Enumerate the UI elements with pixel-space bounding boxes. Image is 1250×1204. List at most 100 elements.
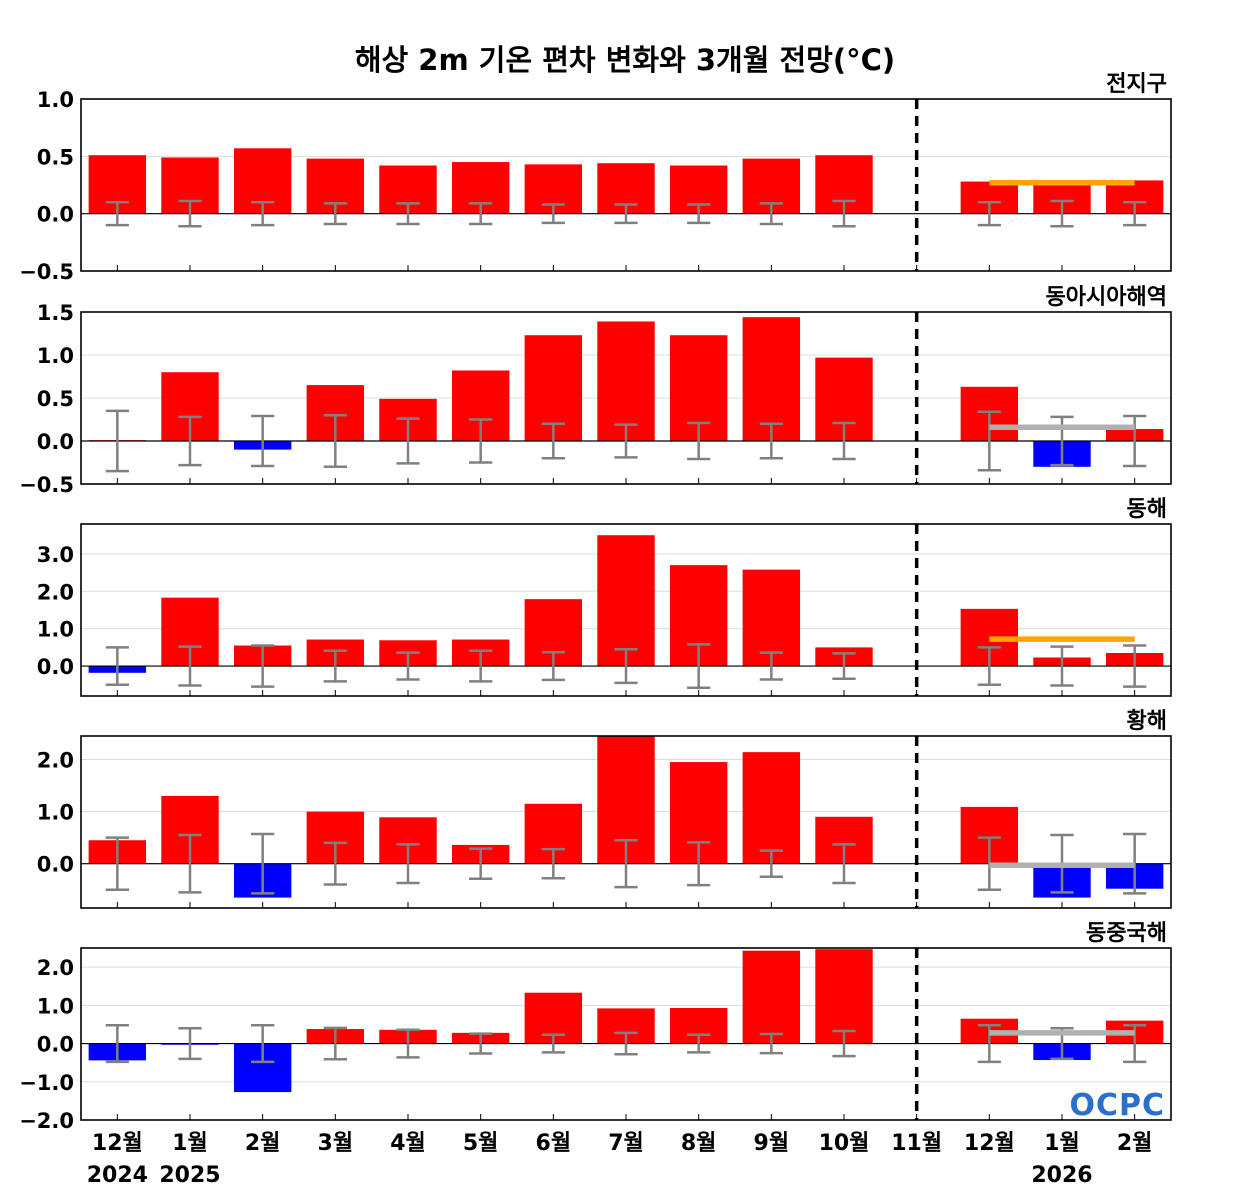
- y-tick-label: −0.5: [19, 260, 74, 284]
- error-bar: [396, 1028, 420, 1059]
- error-bar: [1123, 414, 1147, 468]
- error-bar: [178, 199, 202, 228]
- error-bar: [541, 203, 565, 225]
- y-tick-label: 1.0: [37, 994, 74, 1018]
- y-tick-label: 0.0: [37, 430, 74, 454]
- y-tick-label: 1.5: [37, 301, 74, 325]
- error-bar: [251, 414, 275, 468]
- y-tick-label: 3.0: [37, 543, 74, 567]
- y-tick-label: 0.0: [37, 203, 74, 227]
- x-tick-label: 2월: [245, 1131, 281, 1156]
- year-label: 2025: [159, 1163, 220, 1188]
- error-bar: [323, 413, 347, 469]
- y-tick-label: 0.0: [37, 853, 74, 877]
- panel-1: 1.0 0.5 0.0 −0.5 전지구: [19, 72, 1172, 284]
- y-tick-label: 0.0: [37, 1033, 74, 1057]
- error-bar: [469, 1032, 493, 1055]
- error-bar: [251, 1023, 275, 1064]
- y-tick-label: 0.5: [37, 387, 74, 411]
- panel-frame: [80, 98, 1172, 272]
- error-bar: [469, 418, 493, 464]
- panel-5: 2.0 1.0 0.0 −1.0 −2.0 동중국해: [19, 921, 1172, 1133]
- y-tick-label: −1.0: [19, 1071, 74, 1095]
- x-tick-label: 8월: [681, 1131, 717, 1156]
- panel-title: 동중국해: [1086, 921, 1167, 946]
- error-bar: [687, 1033, 711, 1054]
- error-bar: [759, 422, 783, 460]
- y-tick-label: 0.5: [37, 145, 74, 169]
- bar: [742, 950, 801, 1044]
- y-tick-label: −2.0: [19, 1109, 74, 1133]
- error-bar: [105, 409, 129, 473]
- error-bar: [396, 202, 420, 226]
- x-tick-label: 6월: [536, 1131, 572, 1156]
- error-bar: [832, 421, 856, 461]
- x-tick-label: 4월: [390, 1131, 426, 1156]
- y-tick-label: −0.5: [19, 473, 74, 497]
- error-bar: [251, 832, 275, 895]
- error-bar: [1123, 200, 1147, 227]
- error-bar: [323, 1026, 347, 1061]
- error-bar: [759, 202, 783, 226]
- chart-title: 해상 2m 기온 편차 변화와 3개월 전망(°C): [355, 43, 895, 77]
- error-bar: [541, 651, 565, 682]
- panel-title: 동해: [1127, 497, 1167, 522]
- error-bar: [396, 843, 420, 885]
- error-bar: [469, 847, 493, 881]
- ocpc-logo: OCPC: [1069, 1088, 1165, 1123]
- panels-group: 1.0 0.5 0.0 −0.5 전지구 1.5 1.0 0.5 0.0 −0.5 동아시아해역 3.…: [19, 72, 1172, 1133]
- panel-3: 3.0 2.0 1.0 0.0 동해: [37, 497, 1172, 697]
- panel-frame: [80, 947, 1172, 1121]
- error-bar: [251, 644, 275, 688]
- y-tick-label: 0.0: [37, 655, 74, 679]
- error-bar: [1123, 644, 1147, 688]
- error-bar: [178, 645, 202, 687]
- panel-title: 동아시아해역: [1046, 285, 1167, 310]
- y-tick-label: 2.0: [37, 956, 74, 980]
- y-tick-label: 2.0: [37, 580, 74, 604]
- error-bar: [832, 652, 856, 681]
- error-bar: [178, 1027, 202, 1061]
- y-tick-label: 1.0: [37, 801, 74, 825]
- x-tick-label: 9월: [754, 1131, 790, 1156]
- x-tick-label: 2월: [1117, 1131, 1153, 1156]
- error-bar: [832, 843, 856, 885]
- year-label: 2026: [1031, 1163, 1092, 1188]
- y-tick-label: 1.0: [37, 618, 74, 642]
- error-bar: [541, 422, 565, 460]
- bar: [597, 535, 655, 667]
- error-bar: [1050, 199, 1074, 228]
- error-bar: [1050, 645, 1074, 687]
- error-bar: [759, 651, 783, 681]
- error-bar: [614, 423, 638, 459]
- error-bar: [832, 199, 856, 228]
- error-bar: [687, 203, 711, 225]
- x-tick-label: 1월: [172, 1131, 208, 1156]
- error-bar: [178, 415, 202, 467]
- error-bar: [614, 1031, 638, 1056]
- error-bar: [977, 646, 1001, 687]
- x-axis-labels: 12월 1월 2월 3월 4월 5월 6월 7월 8월 9월 10월 11월 12월 1월 2월 2024 20…: [87, 1131, 1153, 1188]
- error-bar: [469, 649, 493, 683]
- panel-title: 전지구: [1106, 72, 1167, 97]
- bar: [742, 752, 801, 864]
- error-bar: [614, 838, 638, 889]
- x-tick-label: 3월: [318, 1131, 354, 1156]
- x-tick-label: 7월: [608, 1131, 644, 1156]
- panel-title: 황해: [1127, 709, 1167, 734]
- error-bar: [396, 417, 420, 465]
- error-bar: [541, 1033, 565, 1054]
- error-bar: [832, 1029, 856, 1058]
- x-tick-label: 11월: [891, 1131, 942, 1156]
- y-tick-label: 1.0: [37, 88, 74, 112]
- y-tick-label: 2.0: [37, 748, 74, 772]
- x-tick-label: 1월: [1044, 1131, 1080, 1156]
- year-label: 2024: [87, 1163, 148, 1188]
- error-bar: [977, 200, 1001, 227]
- error-bar: [541, 847, 565, 880]
- error-bar: [105, 200, 129, 227]
- panel-frame: [80, 311, 1172, 485]
- bar: [742, 317, 801, 441]
- x-tick-label: 12월: [92, 1131, 143, 1156]
